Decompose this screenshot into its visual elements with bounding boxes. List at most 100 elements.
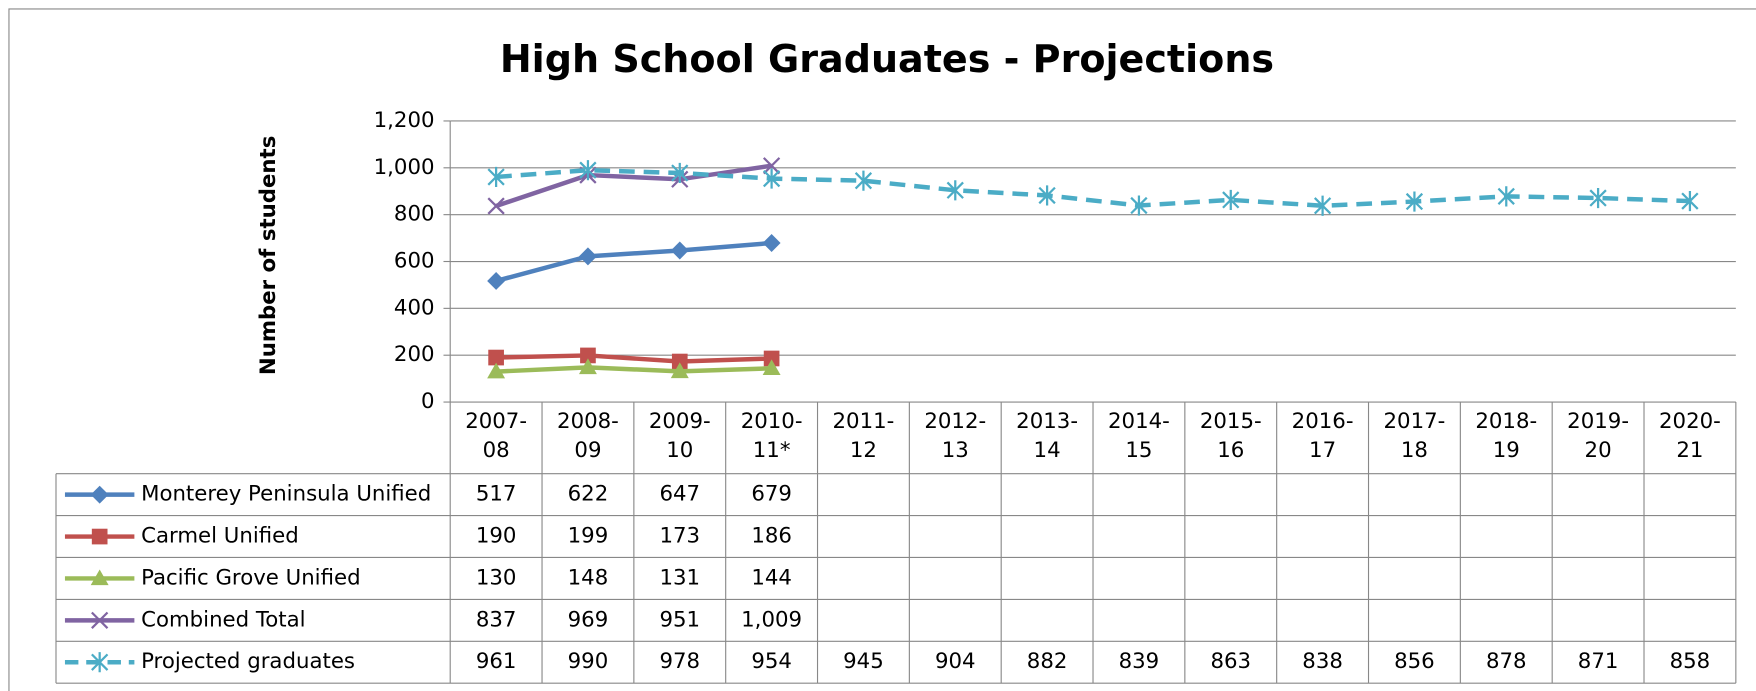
table-value: 858	[1670, 649, 1711, 674]
data-point	[579, 160, 597, 181]
series-line	[496, 365, 772, 374]
x-tick-label: 2013-14	[1016, 408, 1079, 463]
table-value: 130	[476, 565, 517, 590]
table-value: 882	[1027, 649, 1068, 674]
table-value: 173	[659, 524, 700, 549]
data-point	[487, 197, 505, 215]
data-point	[1497, 186, 1515, 207]
data-point	[580, 347, 596, 364]
y-tick-label: 800	[394, 202, 435, 227]
x-tick-cell: 2013-14	[1016, 408, 1079, 463]
legend-label: Pacific Grove Unified	[141, 565, 360, 590]
x-tick-label: 2008-09	[557, 408, 619, 463]
x-tick-cell: 2016-17	[1291, 408, 1354, 463]
data-point	[671, 353, 688, 370]
y-tick-label: 0	[421, 389, 435, 414]
table-value: 945	[843, 649, 884, 674]
x-tick-label: 2011-12	[832, 408, 895, 463]
y-tick-label: 200	[394, 342, 435, 367]
x-tick-label: 2007-08	[465, 408, 528, 463]
table-value: 856	[1394, 649, 1435, 674]
table-value: 839	[1119, 649, 1160, 674]
data-point	[1589, 187, 1607, 209]
table-value: 961	[476, 649, 517, 674]
x-tick-cell: 2010-11*	[740, 408, 803, 463]
x-tick-cell: 2008-09	[557, 408, 619, 463]
data-point	[1405, 191, 1424, 212]
data-point	[763, 350, 780, 367]
legend-label: Combined Total	[141, 607, 305, 632]
data-point	[1038, 185, 1056, 206]
data-point	[762, 168, 781, 189]
data-point	[1681, 190, 1699, 212]
x-tick-label: 2015-16	[1199, 408, 1262, 463]
table-value: 148	[568, 565, 609, 590]
legend-label: Carmel Unified	[141, 524, 299, 549]
legend-marker	[91, 652, 109, 673]
table-value: 1,009	[741, 607, 802, 632]
data-point	[488, 349, 504, 366]
data-point	[487, 166, 505, 188]
x-tick-label: 2010-11*	[740, 408, 803, 463]
table-value: 969	[568, 607, 609, 632]
data-point	[1130, 195, 1148, 216]
legend-marker	[90, 569, 109, 586]
x-tick-label: 2017-18	[1383, 408, 1446, 463]
legend-marker	[91, 611, 109, 629]
y-tick-label: 600	[394, 249, 435, 274]
data-point	[670, 362, 689, 379]
x-tick-cell: 2019-20	[1567, 408, 1630, 463]
legend-label: Projected graduates	[141, 649, 355, 674]
chart-title: High School Graduates - Projections	[500, 37, 1274, 81]
y-axis-label: Number of students	[256, 136, 281, 375]
table-value: 144	[751, 565, 792, 590]
x-tick-cell: 2014-15	[1108, 409, 1170, 463]
table-value: 131	[659, 565, 700, 590]
table-value: 647	[659, 482, 700, 507]
x-tick-label: 2016-17	[1291, 408, 1354, 463]
data-point	[762, 157, 781, 175]
chart-border	[8, 8, 1756, 691]
table-value: 186	[751, 524, 792, 549]
x-tick-label: 2009-10	[648, 408, 711, 463]
x-tick-cell: 2009-10	[648, 408, 711, 463]
x-tick-label: 2018-19	[1475, 408, 1538, 463]
table-value: 990	[568, 649, 609, 674]
table-value: 622	[568, 482, 609, 507]
data-point	[1313, 195, 1332, 216]
table-value: 863	[1210, 649, 1251, 674]
table-value: 904	[935, 649, 976, 674]
data-point	[487, 362, 506, 379]
y-tick-label: 400	[394, 295, 435, 320]
data-point	[671, 162, 689, 184]
data-point	[762, 359, 781, 376]
table-value: 837	[476, 607, 517, 632]
x-tick-label: 2019-20	[1567, 408, 1630, 463]
table-value: 517	[476, 482, 517, 507]
series-line	[496, 353, 772, 364]
x-tick-cell: 2011-12	[832, 408, 895, 463]
series-line	[495, 240, 772, 284]
legend-marker	[91, 528, 108, 545]
table-value: 951	[659, 607, 700, 632]
data-point	[854, 170, 873, 191]
x-tick-cell: 2020-21	[1659, 409, 1721, 463]
x-tick-cell: 2012-13	[924, 409, 986, 463]
y-tick-label: 1,200	[374, 108, 435, 133]
data-point	[578, 358, 597, 375]
table-value: 838	[1302, 649, 1343, 674]
series-line	[495, 167, 1691, 208]
table-value: 878	[1486, 649, 1527, 674]
data-point	[946, 180, 964, 201]
legend-label: Monterey Peninsula Unified	[141, 482, 431, 507]
y-tick-label: 1,000	[374, 155, 435, 180]
x-tick-cell: 2015-16	[1199, 408, 1262, 463]
x-tick-cell: 2018-19	[1475, 408, 1538, 463]
series-line	[495, 163, 772, 209]
legend-marker	[90, 485, 109, 504]
table-value: 190	[476, 524, 517, 549]
table-value: 199	[568, 524, 609, 549]
table-value: 679	[751, 482, 792, 507]
